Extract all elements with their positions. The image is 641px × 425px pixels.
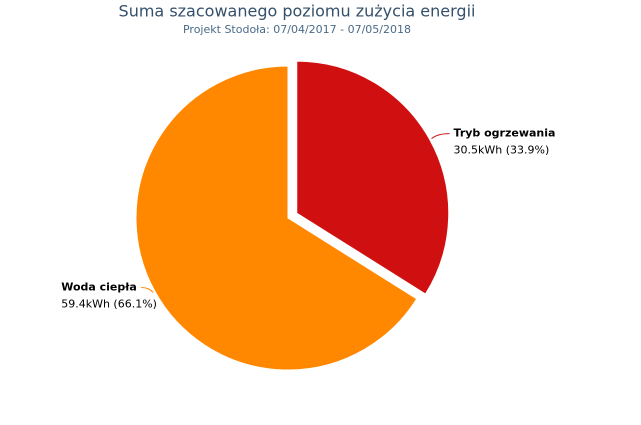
- slice-label: Woda ciepła: [61, 281, 137, 294]
- label-connector: [141, 287, 154, 293]
- chart-subtitle: Projekt Stodoła: 07/04/2017 - 07/05/2018: [183, 23, 411, 36]
- slice-value-label: 59.4kWh (66.1%): [61, 298, 157, 311]
- slice-label: Tryb ogrzewania: [454, 127, 556, 140]
- pie-slice: [135, 65, 418, 371]
- pie-slice: [296, 60, 450, 295]
- slice-value-label: 30.5kWh (33.9%): [454, 144, 550, 157]
- chart-title: Suma szacowanego poziomu zużycia energii: [119, 2, 476, 21]
- label-connector: [431, 133, 450, 140]
